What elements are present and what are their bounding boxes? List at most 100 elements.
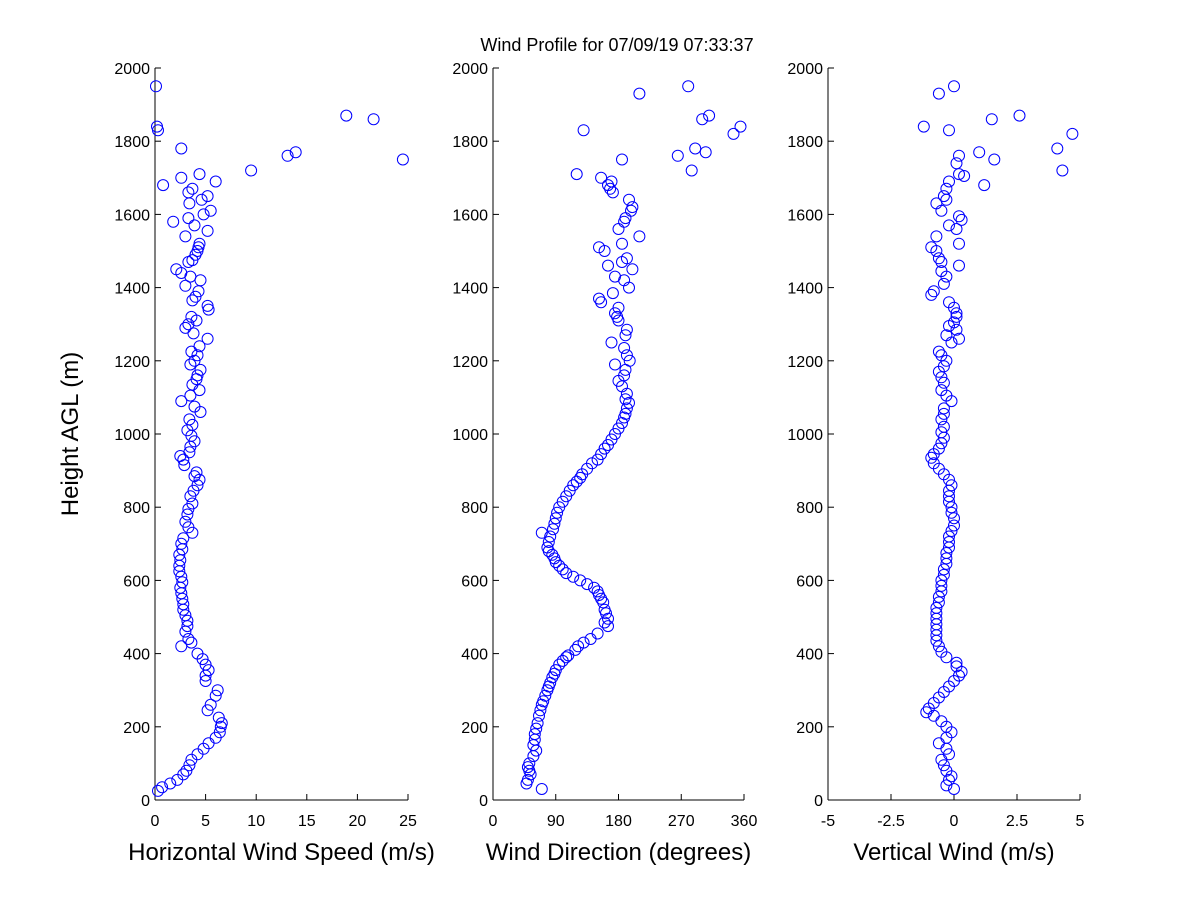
- data-point: [574, 471, 587, 484]
- data-point: [950, 307, 963, 320]
- data-point: [195, 193, 208, 206]
- data-point: [619, 329, 632, 342]
- data-point: [619, 363, 632, 376]
- data-point: [183, 197, 196, 210]
- y-tick-label: 600: [123, 573, 150, 590]
- data-point: [577, 124, 590, 137]
- x-tick-label: 180: [605, 813, 632, 830]
- data-point: [179, 321, 192, 334]
- data-point: [620, 387, 633, 400]
- data-point: [560, 651, 573, 664]
- y-tick-label: 200: [123, 720, 150, 737]
- data-point: [574, 574, 587, 587]
- y-tick-label: 1200: [114, 354, 150, 371]
- data-point: [546, 548, 559, 561]
- data-point: [927, 285, 940, 298]
- data-point: [396, 153, 409, 166]
- data-point: [553, 559, 566, 572]
- data-point: [560, 567, 573, 580]
- y-tick-label: 0: [479, 793, 488, 810]
- data-point: [549, 512, 562, 525]
- x-axis-label: Horizontal Wind Speed (m/s): [128, 839, 435, 866]
- data-point: [943, 124, 955, 137]
- data-point: [734, 120, 747, 133]
- data-point: [935, 579, 948, 592]
- data-points: [150, 80, 409, 797]
- y-tick-label: 400: [461, 647, 488, 664]
- data-point: [937, 402, 950, 415]
- data-point: [281, 149, 294, 162]
- x-tick-label: 25: [399, 813, 417, 830]
- data-point: [950, 310, 963, 323]
- data-point: [953, 149, 965, 162]
- data-point: [620, 402, 633, 415]
- data-point: [186, 294, 199, 307]
- data-point: [193, 384, 206, 397]
- data-point: [948, 301, 960, 314]
- data-point: [201, 332, 214, 345]
- x-tick-label: 0: [950, 813, 959, 830]
- y-tick-label: 1600: [114, 207, 150, 224]
- data-point: [181, 508, 194, 521]
- x-tick-label: 90: [547, 813, 565, 830]
- data-point: [175, 395, 188, 408]
- data-point: [943, 495, 955, 508]
- data-point: [572, 640, 585, 653]
- data-point: [597, 596, 610, 609]
- data-point: [530, 744, 543, 757]
- data-point: [182, 212, 195, 225]
- data-point: [937, 563, 950, 576]
- data-point: [937, 431, 950, 444]
- data-point: [179, 515, 192, 528]
- data-point: [953, 168, 965, 181]
- data-point: [167, 215, 180, 228]
- data-point: [616, 256, 628, 268]
- data-point: [150, 80, 162, 93]
- y-tick-label: 2000: [452, 61, 488, 78]
- data-point: [177, 603, 190, 616]
- data-point: [618, 342, 631, 354]
- data-point: [943, 219, 955, 232]
- y-tick-label: 0: [814, 793, 823, 810]
- data-point: [541, 684, 554, 697]
- data-point: [184, 440, 197, 453]
- data-point: [544, 530, 557, 543]
- data-point: [191, 349, 204, 362]
- data-point: [199, 669, 212, 682]
- data-point: [175, 171, 188, 184]
- data-point: [192, 285, 205, 298]
- data-point: [932, 345, 945, 358]
- data-point: [932, 640, 945, 653]
- data-point: [598, 245, 611, 257]
- data-point: [930, 230, 943, 243]
- data-point: [214, 720, 227, 733]
- data-point: [202, 303, 215, 316]
- data-point: [171, 773, 184, 786]
- data-point: [535, 698, 548, 711]
- x-axis-label: Vertical Wind (m/s): [853, 839, 1054, 866]
- data-point: [932, 365, 945, 378]
- data-point: [553, 501, 566, 514]
- x-tick-label: 0: [151, 813, 160, 830]
- data-point: [186, 182, 199, 195]
- data-point: [184, 389, 197, 402]
- data-point: [188, 354, 201, 367]
- data-point: [202, 664, 215, 677]
- data-point: [605, 336, 618, 349]
- data-point: [367, 113, 380, 126]
- data-point: [180, 764, 193, 777]
- data-point: [602, 439, 614, 451]
- y-tick-label: 400: [796, 647, 823, 664]
- data-point: [945, 395, 958, 408]
- data-point: [940, 354, 953, 367]
- y-tick-label: 200: [796, 720, 823, 737]
- data-point: [185, 345, 198, 358]
- data-point: [527, 750, 540, 763]
- data-point: [945, 506, 958, 519]
- data-point: [948, 80, 960, 93]
- data-point: [567, 570, 580, 583]
- y-tick-label: 1400: [114, 281, 150, 298]
- data-point: [935, 437, 948, 450]
- data-point: [179, 279, 192, 292]
